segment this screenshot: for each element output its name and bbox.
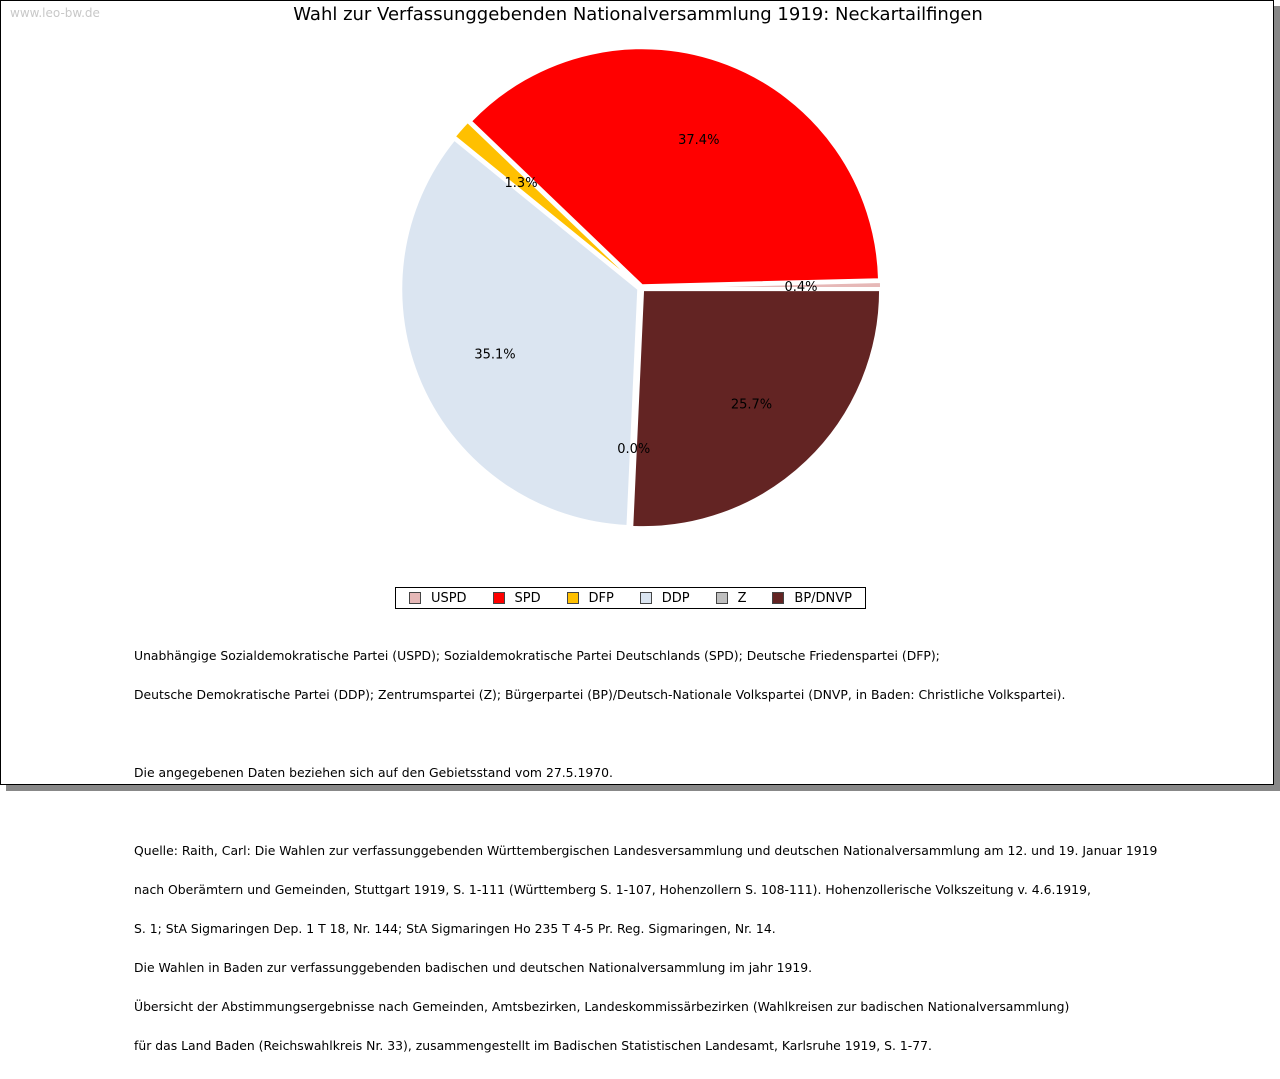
legend-label: DFP	[588, 590, 614, 606]
chart-title: Wahl zur Verfassunggebenden Nationalvers…	[293, 4, 983, 25]
slice-label: 0.4%	[784, 280, 817, 295]
legend-label: SPD	[514, 590, 541, 606]
legend-item: DDP	[639, 590, 690, 606]
slice-label: 35.1%	[474, 347, 515, 362]
pie-chart: 25.7% 0.0% 35.1% 1.3% 37.4% 0.4%	[400, 47, 883, 529]
legend-item: DFP	[566, 590, 614, 606]
footnotes: Unabhängige Sozialdemokratische Partei (…	[134, 623, 1157, 1078]
source-note: Die Wahlen in Baden zur verfassunggebend…	[134, 960, 813, 975]
source-note: Quelle: Raith, Carl: Die Wahlen zur verf…	[134, 843, 1158, 858]
legend: USPD SPD DFP DDP Z BP/DNVP	[395, 587, 866, 609]
legend-item: BP/DNVP	[772, 591, 852, 606]
legend-item: SPD	[492, 590, 541, 606]
legend-swatch	[566, 592, 579, 604]
pie-slice-bp-dnvp	[631, 289, 882, 529]
legend-swatch	[715, 592, 728, 604]
legend-label: Z	[737, 590, 747, 606]
legend-swatch	[492, 592, 505, 604]
source-note: Übersicht der Abstimmungsergebnisse nach…	[134, 999, 1070, 1014]
legend-label: DDP	[661, 590, 690, 606]
slice-label: 37.4%	[678, 133, 719, 148]
legend-swatch	[772, 592, 785, 604]
slice-label: 1.3%	[505, 176, 538, 191]
territory-note: Die angegebenen Daten beziehen sich auf …	[134, 765, 613, 780]
legend-label: BP/DNVP	[794, 590, 853, 606]
legend-swatch	[639, 592, 652, 604]
legend-swatch	[408, 592, 421, 604]
pie-slice-uspd	[643, 280, 883, 289]
slice-label: 25.7%	[731, 398, 772, 413]
legend-item: Z	[715, 590, 747, 606]
legend-label: USPD	[430, 590, 467, 606]
pie-slice-spd	[469, 47, 881, 287]
party-note: Unabhängige Sozialdemokratische Partei (…	[134, 648, 940, 663]
watermark: www.leo-bw.de	[10, 6, 100, 20]
slice-label: 0.0%	[617, 442, 650, 457]
source-note: nach Oberämtern und Gemeinden, Stuttgart…	[134, 882, 1091, 897]
legend-item: USPD	[408, 590, 467, 606]
chart-frame: www.leo-bw.de Wahl zur Verfassunggebende…	[0, 0, 1274, 1052]
pie-slice-dfp	[453, 120, 640, 287]
pie-slice-ddp	[400, 138, 640, 528]
source-note: für das Land Baden (Reichswahlkreis Nr. …	[134, 1038, 932, 1053]
party-note: Deutsche Demokratische Partei (DDP); Zen…	[134, 687, 1066, 702]
source-note: S. 1; StA Sigmaringen Dep. 1 T 18, Nr. 1…	[134, 921, 776, 936]
